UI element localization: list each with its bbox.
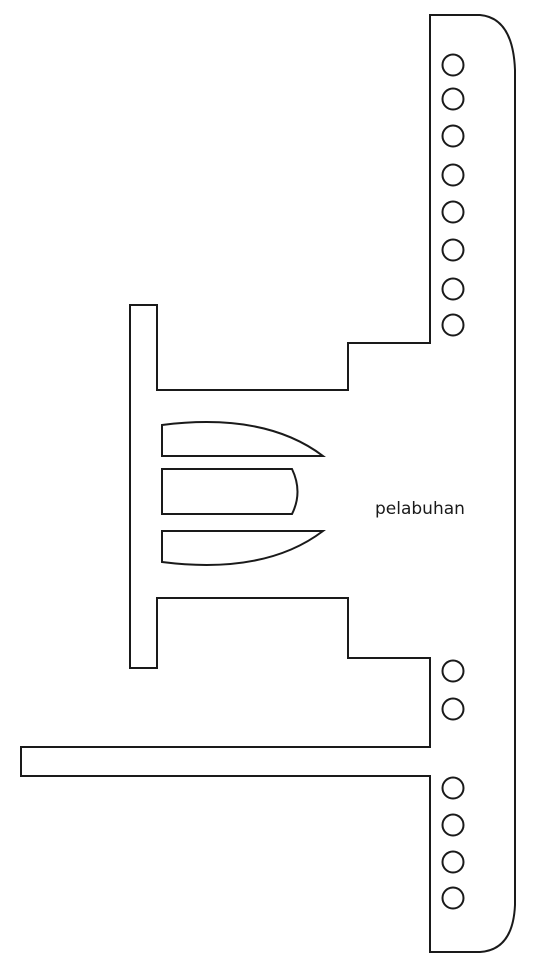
- bollard-group-middle: [441, 659, 465, 721]
- bollard: [441, 163, 465, 187]
- boat-group: [161, 421, 326, 566]
- harbor-quay-outline: [20, 14, 516, 953]
- bollard: [441, 776, 465, 800]
- bollard: [441, 850, 465, 874]
- bollard: [441, 53, 465, 77]
- bollard: [441, 697, 465, 721]
- boat-top: [161, 421, 326, 457]
- bollard: [441, 200, 465, 224]
- bollard: [441, 124, 465, 148]
- bollard: [441, 313, 465, 337]
- bollard: [441, 238, 465, 262]
- bollard: [441, 886, 465, 910]
- boat-bottom: [161, 530, 326, 566]
- bollard: [441, 87, 465, 111]
- bollard-group-bottom: [441, 776, 465, 910]
- bollard: [441, 277, 465, 301]
- bollard: [441, 659, 465, 683]
- boat-middle: [161, 468, 299, 515]
- harbor-label: pelabuhan: [375, 499, 465, 519]
- bollard: [441, 813, 465, 837]
- bollard-group-top: [441, 53, 465, 337]
